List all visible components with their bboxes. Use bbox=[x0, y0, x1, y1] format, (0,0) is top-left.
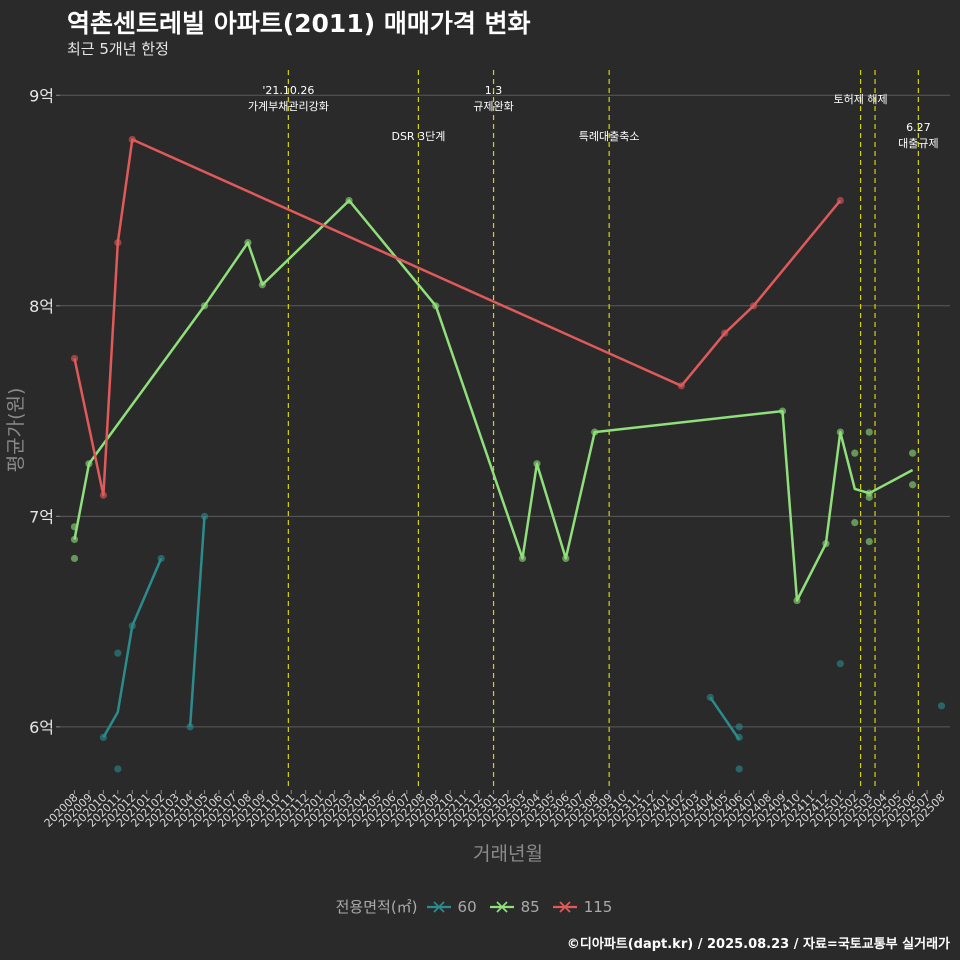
data-point-60 bbox=[937, 702, 946, 710]
source-caption: ©디아파트(dapt.kr) / 2025.08.23 / 자료=국토교통부 실… bbox=[566, 937, 950, 952]
legend-item-115[interactable]: 115 bbox=[552, 897, 613, 917]
data-point-60 bbox=[200, 512, 209, 520]
data-point-85 bbox=[70, 523, 79, 531]
data-point-85 bbox=[822, 540, 830, 548]
data-point-60 bbox=[157, 554, 165, 563]
data-point-115 bbox=[677, 382, 686, 390]
legend-label-60: 60 bbox=[457, 897, 477, 916]
data-point-115 bbox=[836, 196, 844, 205]
event-label: DSR 3단계 bbox=[391, 130, 445, 143]
data-point-85 bbox=[793, 596, 801, 605]
event-label: 가계부채관리강화 bbox=[248, 100, 329, 113]
legend-key-cross bbox=[495, 900, 508, 913]
data-point-85 bbox=[85, 460, 93, 468]
data-point-85 bbox=[865, 493, 873, 501]
y-axis-label: 평균가(원) bbox=[5, 388, 27, 473]
data-point-85 bbox=[851, 449, 859, 457]
legend-key-115 bbox=[552, 900, 577, 913]
data-point-85 bbox=[909, 449, 917, 457]
legend-key-85 bbox=[489, 900, 514, 913]
series-layer bbox=[70, 135, 946, 773]
data-point-85 bbox=[70, 535, 79, 544]
grid-layer bbox=[60, 94, 950, 728]
data-point-60 bbox=[735, 723, 743, 731]
data-point-60 bbox=[186, 723, 194, 731]
data-point-85 bbox=[591, 428, 599, 436]
data-point-115 bbox=[114, 239, 122, 247]
event-label: '21.10.26 bbox=[262, 84, 314, 97]
series-line-85 bbox=[73, 199, 914, 602]
data-point-85 bbox=[70, 554, 79, 563]
legend-label-115: 115 bbox=[583, 897, 613, 916]
page-title: 역촌센트레빌 아파트(2011) 매매가격 변화 bbox=[67, 9, 531, 38]
legend: 전용면적(㎡) 60 85 115 bbox=[0, 896, 960, 917]
data-point-115 bbox=[70, 354, 79, 363]
series-line-60 bbox=[102, 557, 163, 739]
data-point-85 bbox=[518, 554, 527, 563]
data-point-85 bbox=[432, 302, 440, 310]
data-point-60 bbox=[114, 649, 122, 657]
data-point-115 bbox=[721, 329, 729, 337]
data-point-85 bbox=[836, 428, 844, 436]
event-label: 6.27 bbox=[906, 121, 931, 134]
data-point-115 bbox=[128, 135, 136, 144]
y-tick-label: 8억 bbox=[29, 297, 54, 316]
series-line-60 bbox=[188, 516, 206, 727]
data-point-115 bbox=[750, 302, 758, 310]
data-point-60 bbox=[99, 733, 107, 741]
data-point-85 bbox=[865, 428, 873, 436]
series-line-115 bbox=[73, 138, 842, 497]
data-point-85 bbox=[778, 407, 787, 415]
data-point-85 bbox=[562, 554, 570, 563]
data-point-85 bbox=[258, 281, 266, 289]
event-label: 규제완화 bbox=[473, 100, 513, 113]
axis-layer: 6억7억8억9억20200820200920201020201120201220… bbox=[29, 86, 948, 830]
legend-key-60 bbox=[426, 900, 451, 913]
series-line-60 bbox=[709, 696, 741, 741]
data-point-85 bbox=[909, 481, 917, 489]
data-point-60 bbox=[128, 622, 136, 630]
legend-item-85[interactable]: 85 bbox=[489, 897, 540, 917]
x-axis-label: 거래년월 bbox=[473, 843, 543, 865]
y-tick-label: 6억 bbox=[29, 718, 54, 737]
data-point-85 bbox=[244, 239, 252, 247]
legend-label-85: 85 bbox=[520, 897, 540, 916]
data-point-85 bbox=[345, 196, 353, 205]
event-label: 특례대출축소 bbox=[579, 130, 640, 143]
legend-key-cross bbox=[559, 900, 571, 913]
y-tick-label: 7억 bbox=[29, 507, 54, 526]
legend-title: 전용면적(㎡) bbox=[335, 898, 418, 916]
data-point-60 bbox=[114, 765, 122, 773]
data-point-60 bbox=[836, 660, 844, 668]
data-point-85 bbox=[533, 460, 541, 468]
data-point-85 bbox=[865, 537, 873, 546]
data-point-85 bbox=[851, 519, 859, 527]
data-point-60 bbox=[735, 765, 743, 773]
event-label: 대출규제 bbox=[898, 137, 938, 150]
data-point-115 bbox=[99, 491, 107, 499]
data-point-85 bbox=[200, 302, 209, 310]
data-point-60 bbox=[706, 693, 714, 701]
event-label: 토허제 해제 bbox=[834, 92, 888, 106]
legend-item-60[interactable]: 60 bbox=[426, 897, 477, 917]
legend-key-cross bbox=[432, 900, 445, 913]
data-point-60 bbox=[735, 733, 743, 741]
y-tick-label: 9억 bbox=[29, 86, 54, 105]
page-subtitle: 최근 5개년 한정 bbox=[67, 40, 169, 58]
event-label: 1.3 bbox=[485, 84, 503, 97]
